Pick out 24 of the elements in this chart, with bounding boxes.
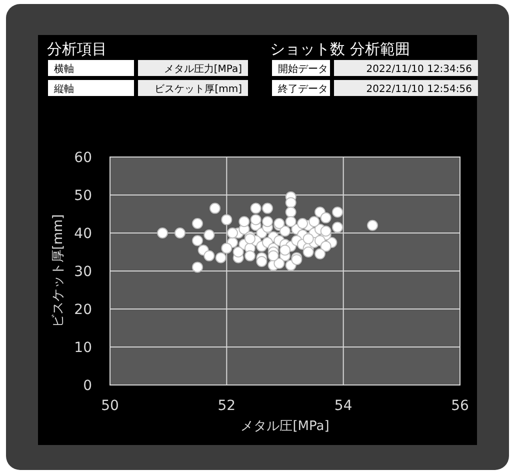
x-tick-label: 50 [101,398,119,414]
y-tick-label: 20 [74,302,92,318]
x-tick-label: 56 [451,398,469,414]
text: 開始データ [278,64,328,75]
text: 終了データ [277,83,328,95]
x-tick-label: 54 [334,398,352,414]
x-tick-label: 52 [218,398,236,414]
text: メタル圧力[MPa] [164,63,242,75]
text: ビスケット厚[mm] [154,84,242,95]
text: 縦軸 [53,83,74,95]
y-tick-label: 0 [83,378,92,394]
y-tick-label: 50 [74,188,92,204]
x-axis-title: メタル圧[MPa] [240,419,330,434]
y-tick-label: 10 [74,340,92,356]
y-tick-label: 60 [74,150,92,166]
text: 2022/11/10 12:34:56 [366,64,472,75]
text: ショット数 [270,40,345,58]
text: 横軸 [54,63,74,75]
y-tick-label: 40 [74,226,92,242]
text: 分析項目 [47,40,107,58]
text: 分析範囲 [350,40,410,58]
text: 2022/11/10 12:54:56 [366,84,472,95]
y-tick-label: 30 [74,264,92,280]
y-axis-title: ビスケット厚[mm] [51,214,66,328]
